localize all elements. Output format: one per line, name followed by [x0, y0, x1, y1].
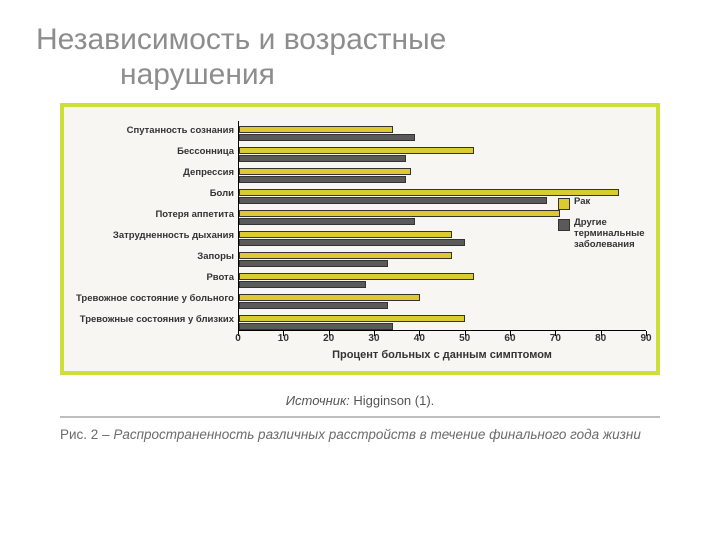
x-tick-label: 10	[278, 333, 289, 344]
legend-item-terminal: Другие терминальные заболевания	[558, 218, 644, 251]
bar-cancer	[239, 168, 411, 175]
chart-frame: Спутанность сознания Бессонница Депрессия Б…	[60, 103, 660, 375]
caption-label: Рис. 2 –	[60, 427, 110, 442]
y-axis-label: Депрессия	[74, 168, 234, 178]
y-axis-label: Рвота	[74, 273, 234, 283]
plot-wrap: Рак Другие терминальные заболевания 0 10 2…	[238, 121, 646, 361]
legend-label-cancer: Рак	[574, 197, 590, 208]
title-line1: Независимость и возрастные	[36, 23, 446, 56]
x-tick-label: 0	[235, 333, 241, 344]
y-axis-label: Бессонница	[74, 147, 234, 157]
y-axis-label: Спутанность сознания	[74, 126, 234, 136]
bar-cancer	[239, 231, 452, 238]
y-axis-labels: Спутанность сознания Бессонница Депрессия Б…	[74, 121, 238, 331]
x-tick-label: 80	[595, 333, 606, 344]
x-tick-label: 20	[323, 333, 334, 344]
y-axis-label: Затрудненность дыхания	[74, 231, 234, 241]
bar-terminal	[239, 302, 388, 309]
y-axis-label: Тревожное состояние у больного	[74, 294, 234, 304]
x-tick-label: 70	[550, 333, 561, 344]
y-axis-label: Тревожные состояния у близких	[74, 315, 234, 325]
title-line2: нарушения	[120, 57, 692, 92]
bar-terminal	[239, 155, 406, 162]
x-tick-label: 50	[459, 333, 470, 344]
legend-swatch-terminal	[558, 219, 570, 231]
bar-terminal	[239, 260, 388, 267]
y-axis-label: Запоры	[74, 252, 234, 262]
bar-cancer	[239, 252, 452, 259]
slide-title: Независимость и возрастные нарушения	[36, 22, 692, 93]
x-tick-label: 60	[504, 333, 515, 344]
y-axis-label: Потеря аппетита	[74, 210, 234, 220]
legend-label-terminal: Другие терминальные заболевания	[574, 218, 645, 251]
x-tick-label: 40	[414, 333, 425, 344]
bar-terminal	[239, 197, 547, 204]
bar-terminal	[239, 134, 415, 141]
source-text: Higginson (1).	[353, 393, 434, 408]
x-tick-label: 30	[368, 333, 379, 344]
x-axis-title: Процент больных с данным симптомом	[238, 349, 646, 361]
bar-cancer	[239, 315, 465, 322]
bar-cancer	[239, 210, 560, 217]
bar-terminal	[239, 176, 406, 183]
figure-caption: Рис. 2 – Распространенность различных ра…	[60, 416, 660, 444]
legend-swatch-cancer	[558, 198, 570, 210]
bar-terminal	[239, 239, 465, 246]
bar-terminal	[239, 323, 393, 330]
bar-cancer	[239, 147, 474, 154]
bar-cancer	[239, 126, 393, 133]
bar-cancer	[239, 294, 420, 301]
y-axis-label: Боли	[74, 189, 234, 199]
legend-item-cancer: Рак	[558, 197, 644, 210]
plot-region: Рак Другие терминальные заболевания	[238, 121, 646, 331]
bar-terminal	[239, 281, 366, 288]
x-axis-ticks: 0102030405060708090	[238, 331, 646, 347]
chart-area: Спутанность сознания Бессонница Депрессия Б…	[74, 121, 646, 361]
figure: Спутанность сознания Бессонница Депрессия Б…	[60, 103, 660, 444]
legend: Рак Другие терминальные заболевания	[558, 197, 644, 259]
x-tick-label: 90	[640, 333, 651, 344]
bar-cancer	[239, 273, 474, 280]
source-line: Источник: Higginson (1).	[60, 393, 660, 408]
source-label: Источник:	[286, 393, 350, 408]
slide: Независимость и возрастные нарушения Спу…	[0, 0, 720, 540]
bar-terminal	[239, 218, 415, 225]
bar-cancer	[239, 189, 619, 196]
caption-text: Распространенность различных расстройств…	[113, 427, 641, 442]
